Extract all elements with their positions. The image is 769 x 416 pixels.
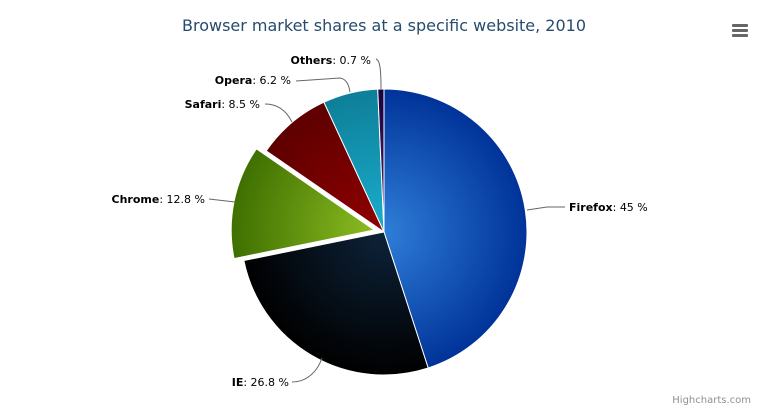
label-sep: : bbox=[252, 74, 259, 87]
label-name: Others bbox=[290, 54, 332, 67]
hamburger-menu-icon bbox=[732, 24, 748, 37]
label-opera: Opera: 6.2 % bbox=[215, 74, 291, 87]
label-name: Chrome bbox=[112, 193, 160, 206]
label-value: 0.7 % bbox=[340, 54, 371, 67]
pie-slice-firefox[interactable] bbox=[383, 88, 528, 369]
label-safari: Safari: 8.5 % bbox=[185, 98, 260, 111]
label-sep: : bbox=[243, 376, 250, 389]
label-name: Safari bbox=[185, 98, 222, 111]
connector-opera bbox=[295, 77, 351, 93]
pie-slice-ie[interactable] bbox=[243, 231, 429, 376]
label-others: Others: 0.7 % bbox=[290, 54, 371, 67]
label-chrome: Chrome: 12.8 % bbox=[112, 193, 205, 206]
label-firefox: Firefox: 45 % bbox=[569, 201, 648, 214]
label-value: 8.5 % bbox=[229, 98, 260, 111]
label-value: 6.2 % bbox=[260, 74, 291, 87]
label-sep: : bbox=[221, 98, 228, 111]
pie-slice-others[interactable] bbox=[377, 88, 385, 233]
label-ie: IE: 26.8 % bbox=[232, 376, 289, 389]
connector-others bbox=[375, 58, 382, 90]
chart-title: Browser market shares at a specific webs… bbox=[182, 16, 586, 35]
label-sep: : bbox=[613, 201, 620, 214]
connector-safari bbox=[264, 103, 293, 123]
label-name: IE bbox=[232, 376, 244, 389]
connector-firefox bbox=[526, 206, 565, 211]
label-name: Firefox bbox=[569, 201, 613, 214]
label-value: 26.8 % bbox=[251, 376, 289, 389]
label-sep: : bbox=[332, 54, 339, 67]
connector-ie bbox=[291, 357, 323, 383]
label-name: Opera bbox=[215, 74, 253, 87]
label-value: 45 % bbox=[620, 201, 648, 214]
connector-chrome bbox=[208, 198, 236, 203]
label-value: 12.8 % bbox=[167, 193, 205, 206]
label-sep: : bbox=[159, 193, 166, 206]
context-menu-button[interactable] bbox=[726, 18, 756, 42]
credits-link[interactable]: Highcharts.com bbox=[672, 395, 751, 406]
